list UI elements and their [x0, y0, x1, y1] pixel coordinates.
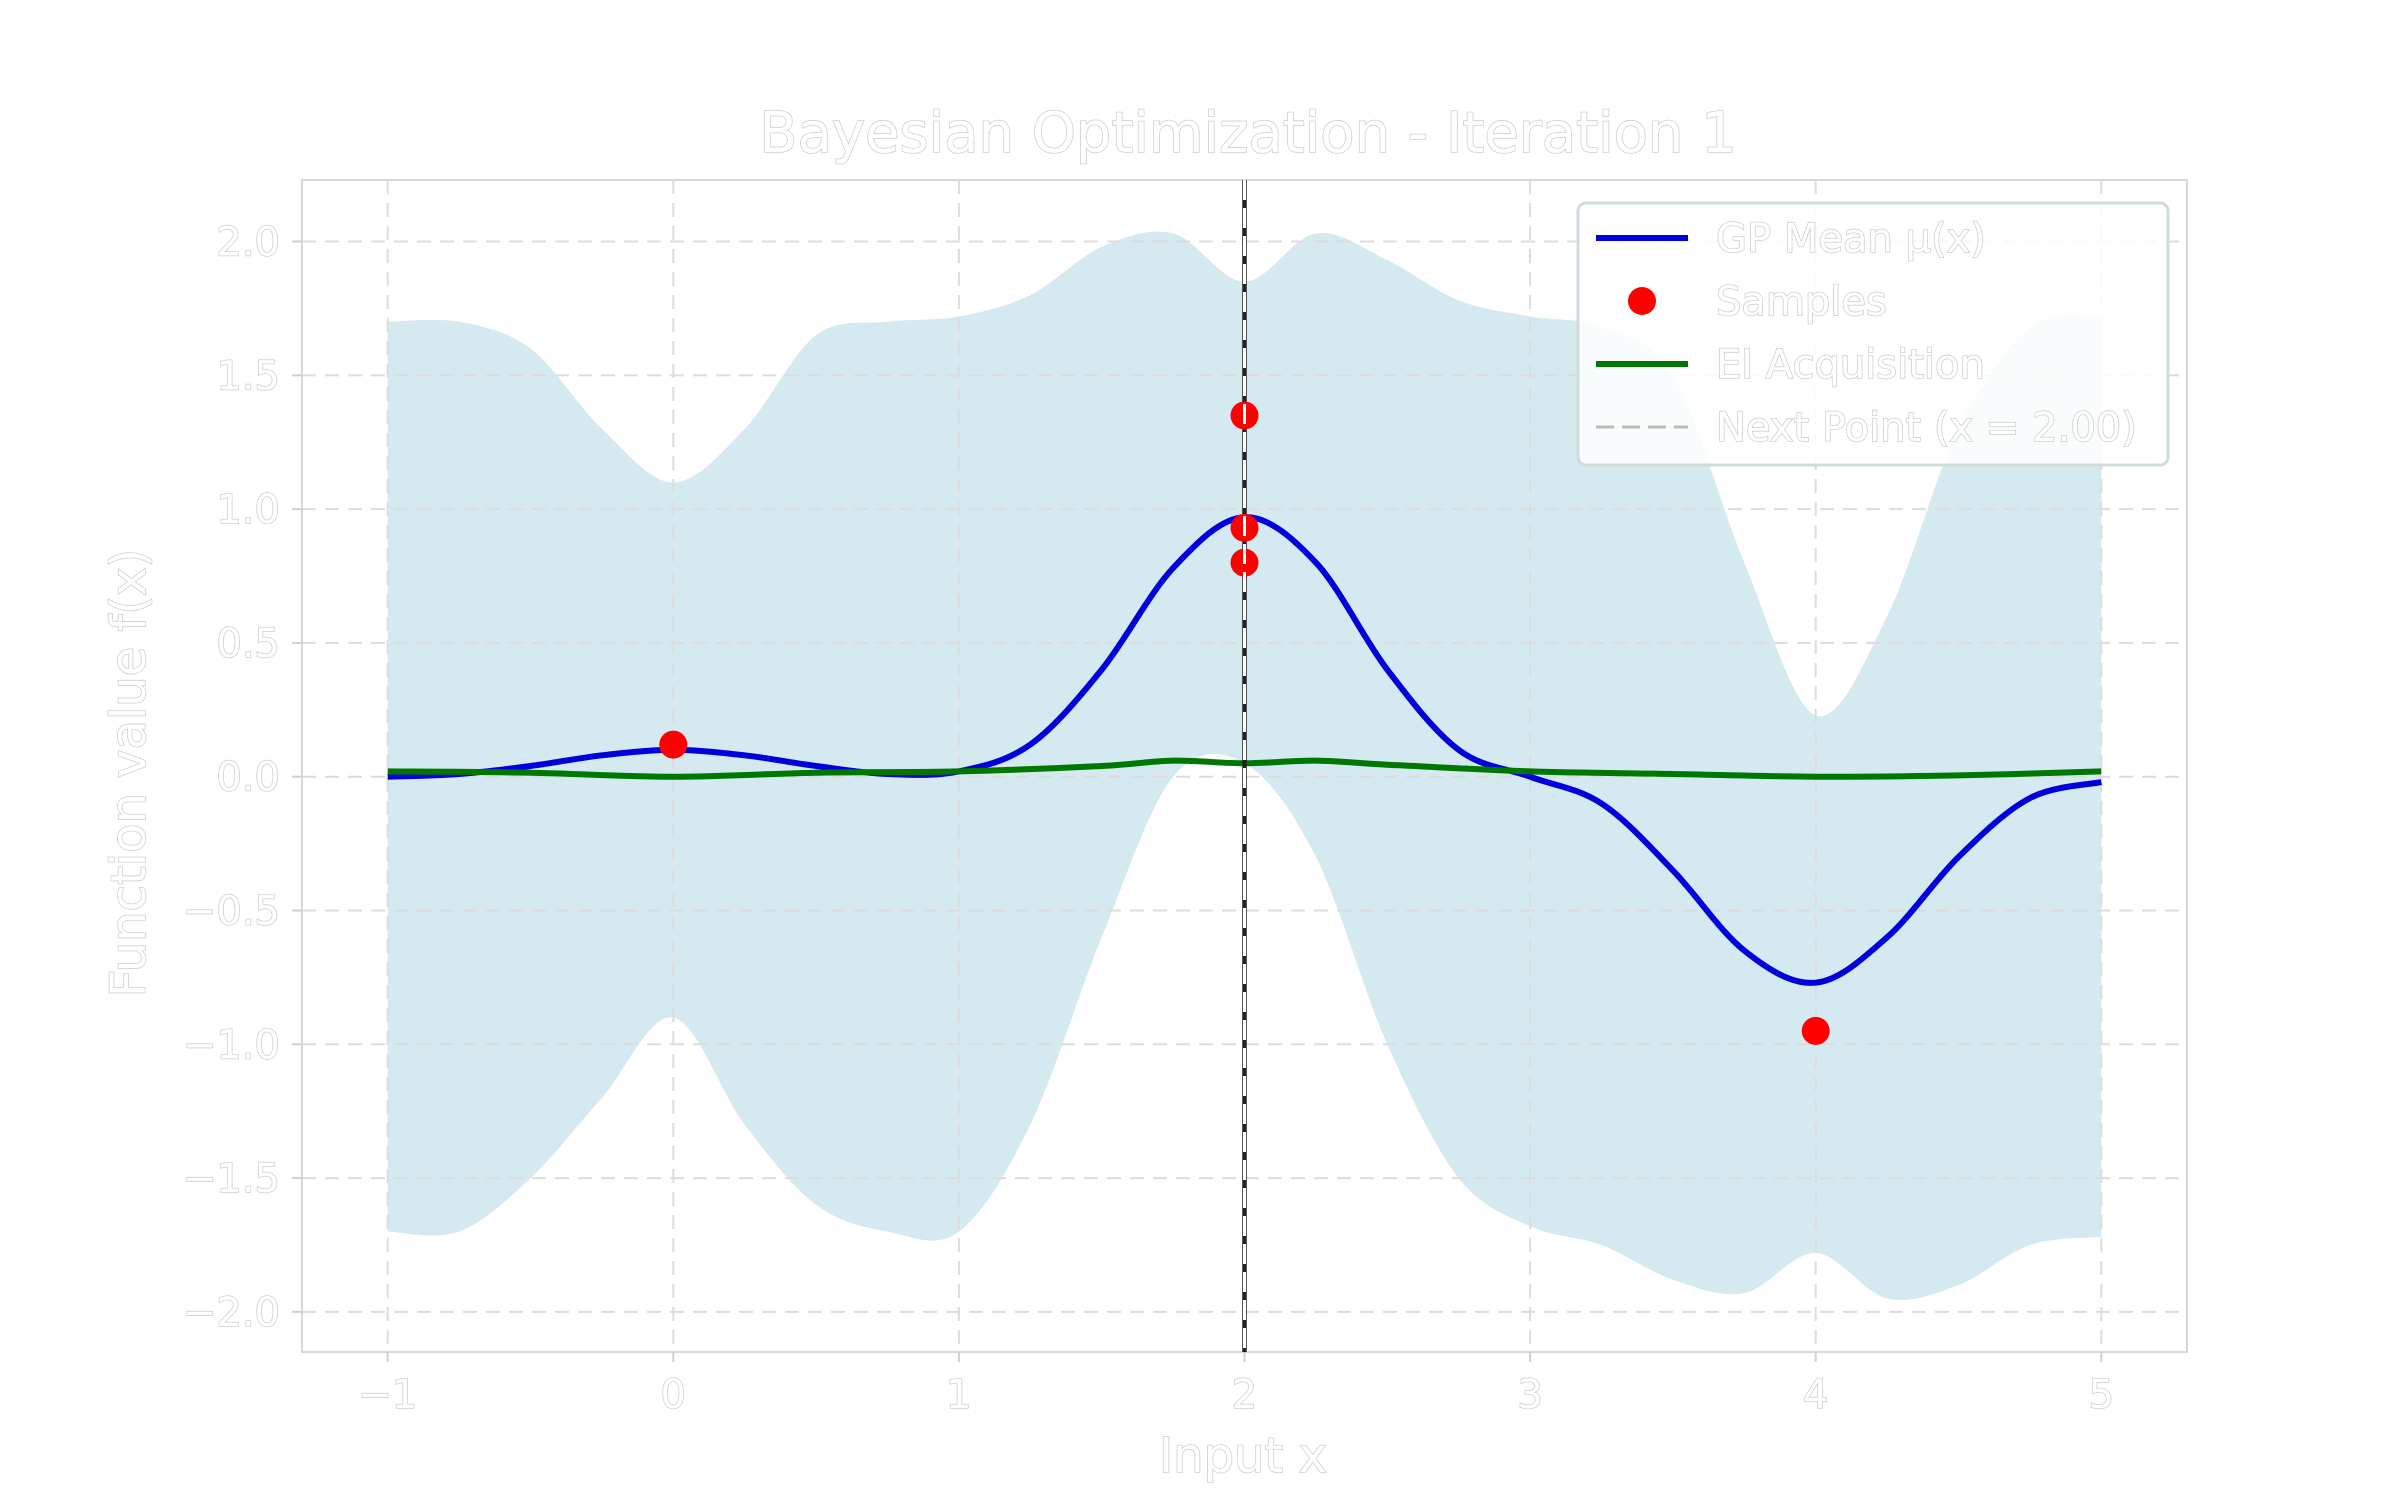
x-tick-label: 4	[1803, 1372, 1828, 1418]
y-axis-label: Function value f(x)	[101, 549, 157, 998]
chart-title: Bayesian Optimization - Iteration 1	[759, 101, 1737, 166]
legend: GP Mean μ(x) Samples EI Acquisition Next Po…	[1576, 201, 2170, 467]
x-tick-label: 2	[1232, 1372, 1257, 1418]
legend-label: EI Acquisition	[1716, 342, 1985, 388]
plot-area: −1 0 1 2 3 4 5 2.0 1.5 1.0 0.5 0.0 −0.5 −1.0 −1.5 −2.0	[182, 179, 2188, 1419]
y-tick-label: −1.0	[183, 1022, 280, 1068]
legend-label: Next Point (x = 2.00)	[1716, 405, 2137, 451]
x-tick-label: 0	[661, 1372, 686, 1418]
sample-point	[1801, 1016, 1830, 1045]
y-tick-label: −1.5	[183, 1156, 280, 1202]
x-tick-label: 3	[1517, 1372, 1542, 1418]
legend-label: GP Mean μ(x)	[1716, 216, 1986, 262]
y-tick-label: −2.0	[183, 1290, 280, 1336]
y-tick-label: 2.0	[216, 220, 280, 266]
legend-label: Samples	[1716, 279, 1887, 325]
x-tick-label: −1	[358, 1372, 417, 1418]
x-tick-label: 1	[946, 1372, 971, 1418]
x-axis-label: Input x	[1159, 1428, 1327, 1484]
legend-box	[1576, 201, 2170, 467]
y-tick-label: 1.0	[216, 487, 280, 533]
gp-mean-line	[387, 514, 2102, 986]
y-tick-label: 0.5	[216, 621, 280, 667]
y-tick-label: 0.0	[216, 755, 280, 801]
x-tick-label: 5	[2089, 1372, 2114, 1418]
confidence-band	[387, 231, 2102, 1300]
sample-point	[659, 730, 688, 759]
legend-marker-swatch	[1628, 287, 1656, 315]
y-tick-label: 1.5	[216, 353, 280, 399]
y-tick-label: −0.5	[183, 888, 280, 934]
